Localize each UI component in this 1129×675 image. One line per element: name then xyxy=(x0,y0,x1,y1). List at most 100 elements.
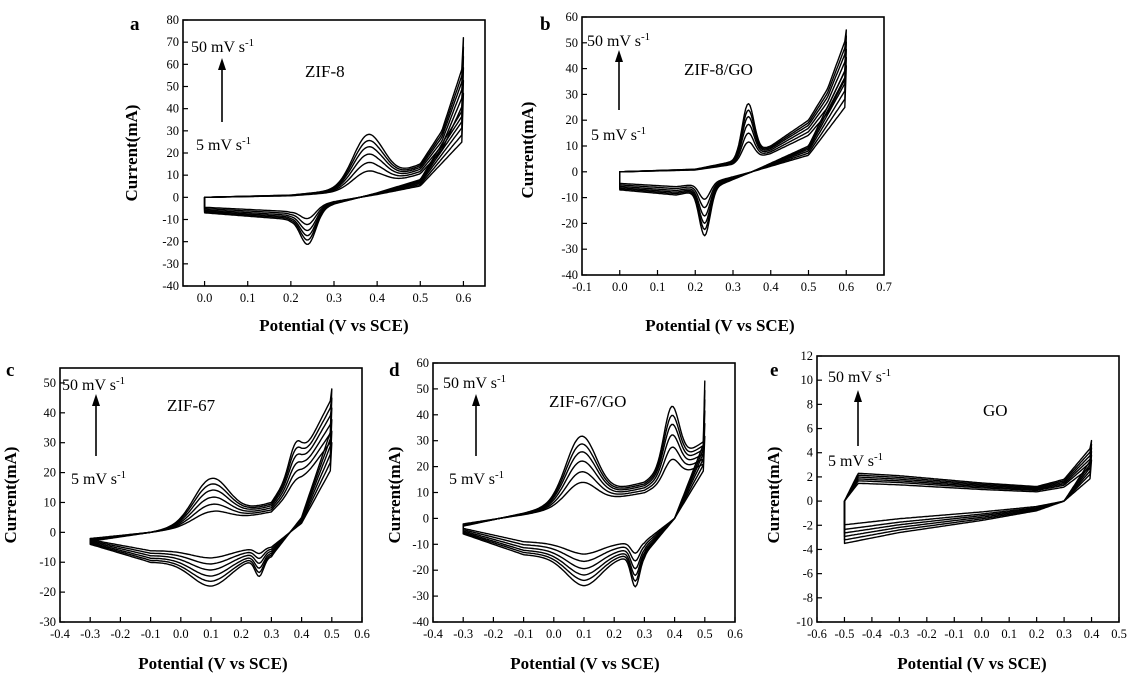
x-tick-label: 0.6 xyxy=(727,627,743,641)
scan-rate-low-label: 5 mV s-1 xyxy=(591,125,646,144)
y-tick-label: 60 xyxy=(566,10,579,24)
x-tick-label: 0.5 xyxy=(697,627,713,641)
y-tick-label: 30 xyxy=(167,124,180,138)
x-tick-label: -0.1 xyxy=(944,627,964,641)
y-tick-label: 40 xyxy=(417,408,430,422)
y-tick-label: -10 xyxy=(162,213,179,227)
cv-curves xyxy=(619,29,847,237)
cv-curve-50mvs xyxy=(203,37,465,245)
cv-curve-5mvs xyxy=(462,435,706,555)
y-tick-label: 50 xyxy=(167,80,180,94)
y-axis-title: Current(mA) xyxy=(764,447,783,544)
axis-ticks: 0.0 0.1 0.2 0.3 0.4 0.5 0.6 -40 -30 -20 -10 0 10 20 30… xyxy=(162,13,471,305)
y-tick-label: 10 xyxy=(167,168,180,182)
x-axis-title: Potential (V vs SCE) xyxy=(138,654,287,673)
panel-label: e xyxy=(770,360,778,381)
x-tick-label: 0.3 xyxy=(1056,627,1072,641)
scan-rate-high-label: 50 mV s-1 xyxy=(62,375,125,394)
y-tick-label: -4 xyxy=(803,542,814,556)
y-tick-label: 10 xyxy=(801,373,814,387)
y-axis-title: Current(mA) xyxy=(122,105,141,202)
y-tick-label: -40 xyxy=(162,279,179,293)
panel-label: d xyxy=(389,360,400,381)
x-tick-label: 0.5 xyxy=(801,280,817,294)
x-tick-label: 0.4 xyxy=(369,291,385,305)
x-tick-label: 0.0 xyxy=(173,627,189,641)
y-tick-label: -40 xyxy=(412,615,429,629)
x-tick-label: 0.0 xyxy=(612,280,628,294)
y-tick-label: 4 xyxy=(807,446,814,460)
x-tick-label: -0.1 xyxy=(141,627,161,641)
x-axis-title: Potential (V vs SCE) xyxy=(259,316,408,335)
y-tick-label: 20 xyxy=(417,460,430,474)
panel-label: a xyxy=(130,14,140,35)
cv-curves xyxy=(89,388,333,587)
y-tick-label: -10 xyxy=(561,191,578,205)
y-tick-label: 12 xyxy=(801,349,814,363)
x-tick-label: -0.4 xyxy=(50,627,71,641)
scan-rate-arrow-head xyxy=(615,50,623,62)
sample-title: ZIF-8/GO xyxy=(684,60,753,79)
y-tick-label: 0 xyxy=(572,165,578,179)
y-tick-label: -30 xyxy=(412,589,429,603)
y-tick-label: 70 xyxy=(167,35,180,49)
x-tick-label: 0.3 xyxy=(264,627,280,641)
axis-ticks: -0.4 -0.3 -0.2 -0.1 0.0 0.1 0.2 0.3 0.4 0.5 0.6 -30… xyxy=(39,376,369,641)
y-tick-label: -10 xyxy=(39,555,56,569)
cv-curve-30mvs xyxy=(89,407,333,577)
x-tick-label: 0.2 xyxy=(1029,627,1045,641)
x-tick-label: 0.6 xyxy=(456,291,472,305)
y-tick-label: 0 xyxy=(173,190,179,204)
y-tick-label: -10 xyxy=(412,537,429,551)
x-tick-label: -0.4 xyxy=(423,627,444,641)
x-tick-label: -0.5 xyxy=(835,627,855,641)
cv-curve-50mvs xyxy=(619,29,847,237)
scan-rate-arrow-head xyxy=(854,390,862,402)
y-tick-label: 40 xyxy=(566,62,579,76)
y-tick-label: 50 xyxy=(44,376,57,390)
panel-label: b xyxy=(540,14,551,35)
x-tick-label: 0.1 xyxy=(576,627,592,641)
cv-curve-50mvs xyxy=(89,388,333,587)
y-tick-label: 60 xyxy=(167,57,180,71)
x-tick-label: 0.6 xyxy=(838,280,854,294)
x-tick-label: 0.2 xyxy=(233,627,249,641)
sample-title: GO xyxy=(983,401,1008,420)
axis-ticks: -0.6 -0.5 -0.4 -0.3 -0.2 -0.1 0.0 0.1 0.2 0.3 0.4 0… xyxy=(796,349,1126,641)
cv-curves xyxy=(203,37,465,245)
x-tick-label: 0.1 xyxy=(650,280,666,294)
y-tick-label: -30 xyxy=(39,615,56,629)
y-tick-label: 20 xyxy=(167,146,180,160)
y-tick-label: -40 xyxy=(561,268,578,282)
x-tick-label: 0.1 xyxy=(1001,627,1017,641)
y-tick-label: 30 xyxy=(566,87,579,101)
x-tick-label: -0.2 xyxy=(484,627,504,641)
x-tick-label: 0.3 xyxy=(637,627,653,641)
y-tick-label: -8 xyxy=(803,591,813,605)
x-tick-label: 0.0 xyxy=(546,627,562,641)
y-axis-title: Current(mA) xyxy=(518,102,537,199)
y-tick-label: 10 xyxy=(44,495,57,509)
y-tick-label: 10 xyxy=(417,486,430,500)
x-tick-label: -0.2 xyxy=(917,627,937,641)
x-tick-label: -0.2 xyxy=(111,627,131,641)
panel-d-zif67-go: d ZIF-67/GO Potential (V vs SCE) Current… xyxy=(385,356,743,673)
scan-rate-arrow-head xyxy=(92,394,100,406)
scan-rate-low-label: 5 mV s-1 xyxy=(828,451,883,470)
y-tick-label: -30 xyxy=(561,242,578,256)
sample-title: ZIF-67 xyxy=(167,396,216,415)
y-tick-label: 30 xyxy=(44,436,57,450)
x-tick-label: -0.6 xyxy=(807,627,827,641)
cv-curve-50mvs xyxy=(462,380,706,588)
y-tick-label: 50 xyxy=(417,382,430,396)
y-tick-label: 0 xyxy=(423,511,429,525)
x-tick-label: 0.5 xyxy=(324,627,340,641)
x-tick-label: 0.0 xyxy=(197,291,213,305)
axis-ticks: -0.1 0.0 0.1 0.2 0.3 0.4 0.5 0.6 0.7 -40 -30 -20 -10… xyxy=(561,10,891,294)
y-tick-label: 0 xyxy=(50,525,56,539)
x-tick-label: 0.4 xyxy=(763,280,779,294)
cv-curve-5mvs xyxy=(203,92,465,220)
y-tick-label: 60 xyxy=(417,356,430,370)
y-tick-label: -20 xyxy=(39,585,56,599)
